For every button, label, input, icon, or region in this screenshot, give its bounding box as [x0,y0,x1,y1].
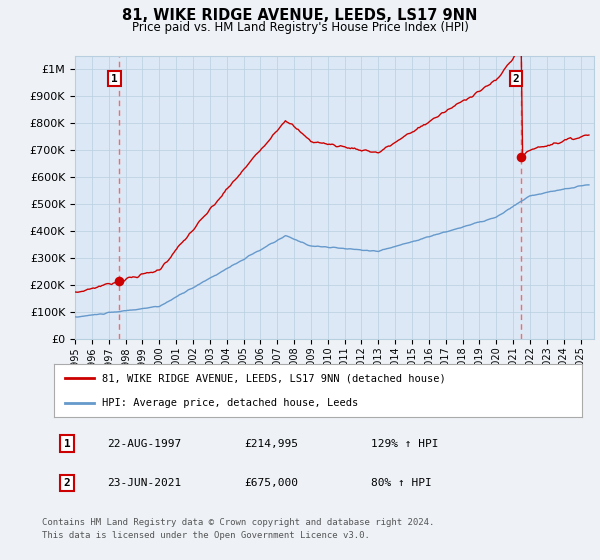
Point [115,277,124,286]
Text: £675,000: £675,000 [244,478,298,488]
Text: 2: 2 [64,478,71,488]
Text: 129% ↑ HPI: 129% ↑ HPI [371,439,438,449]
Text: This data is licensed under the Open Government Licence v3.0.: This data is licensed under the Open Gov… [42,531,370,540]
Text: 81, WIKE RIDGE AVENUE, LEEDS, LS17 9NN (detached house): 81, WIKE RIDGE AVENUE, LEEDS, LS17 9NN (… [101,374,445,384]
Text: 2: 2 [513,73,520,83]
Text: Price paid vs. HM Land Registry's House Price Index (HPI): Price paid vs. HM Land Registry's House … [131,21,469,34]
Text: £214,995: £214,995 [244,439,298,449]
Text: 80% ↑ HPI: 80% ↑ HPI [371,478,431,488]
Text: 1: 1 [111,73,118,83]
Text: 23-JUN-2021: 23-JUN-2021 [107,478,181,488]
Text: HPI: Average price, detached house, Leeds: HPI: Average price, detached house, Leed… [101,398,358,408]
Text: Contains HM Land Registry data © Crown copyright and database right 2024.: Contains HM Land Registry data © Crown c… [42,519,434,528]
Text: 1: 1 [64,439,71,449]
Text: 22-AUG-1997: 22-AUG-1997 [107,439,181,449]
Point [517,152,526,161]
Text: 81, WIKE RIDGE AVENUE, LEEDS, LS17 9NN: 81, WIKE RIDGE AVENUE, LEEDS, LS17 9NN [122,8,478,24]
